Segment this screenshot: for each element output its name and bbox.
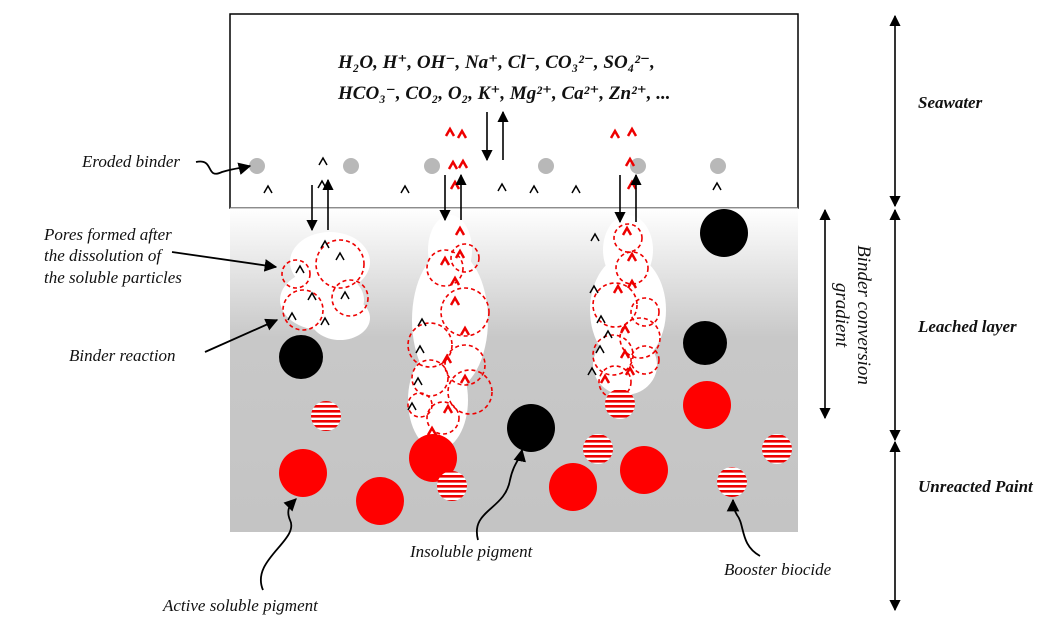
insoluble-pigment [279, 335, 323, 379]
pore [310, 296, 370, 340]
soluble-pigment [279, 449, 327, 497]
insoluble-pigment [507, 404, 555, 452]
booster-biocide [762, 434, 792, 464]
label: Binder reaction [69, 346, 176, 365]
gradient-text: Binder conversion [853, 245, 874, 385]
eroded-binder [424, 158, 440, 174]
label: Eroded binder [81, 152, 180, 171]
label: the soluble particles [44, 268, 182, 287]
booster-biocide [583, 434, 613, 464]
eroded-binder [710, 158, 726, 174]
booster-biocide [311, 401, 341, 431]
eroded-binder [538, 158, 554, 174]
diagram: H₂O, H⁺, OH⁻, Na⁺, Cl⁻, CO₃²⁻, SO₄²⁻, HC… [0, 0, 1063, 617]
eroded-binder [630, 158, 646, 174]
insoluble-pigment [700, 209, 748, 257]
label: Pores formed after [43, 225, 172, 244]
gradient-label: Binder conversion gradient [831, 245, 874, 385]
eroded-binder [343, 158, 359, 174]
ion-line: H₂O, H⁺, OH⁻, Na⁺, Cl⁻, CO₃²⁻, SO₄²⁻, [337, 52, 655, 73]
soluble-pigment [549, 463, 597, 511]
label: Active soluble pigment [162, 596, 319, 615]
booster-biocide [437, 471, 467, 501]
layer-label: Seawater [918, 93, 983, 112]
label: Booster biocide [724, 560, 832, 579]
layer-label: Unreacted Paint [918, 477, 1034, 496]
soluble-pigment [356, 477, 404, 525]
layer-label: Leached layer [917, 317, 1017, 336]
booster-biocide [605, 389, 635, 419]
gradient-text: gradient [831, 283, 852, 348]
ion-line: HCO₃⁻, CO₂, O₂, K⁺, Mg²⁺, Ca²⁺, Zn²⁺, ..… [337, 83, 671, 104]
pore [593, 335, 657, 395]
booster-biocide [717, 467, 747, 497]
label: Insoluble pigment [409, 542, 534, 561]
insoluble-pigment [683, 321, 727, 365]
label: the dissolution of [44, 246, 163, 265]
seawater-box [230, 14, 798, 208]
soluble-pigment [620, 446, 668, 494]
eroded-binder [249, 158, 265, 174]
soluble-pigment [683, 381, 731, 429]
